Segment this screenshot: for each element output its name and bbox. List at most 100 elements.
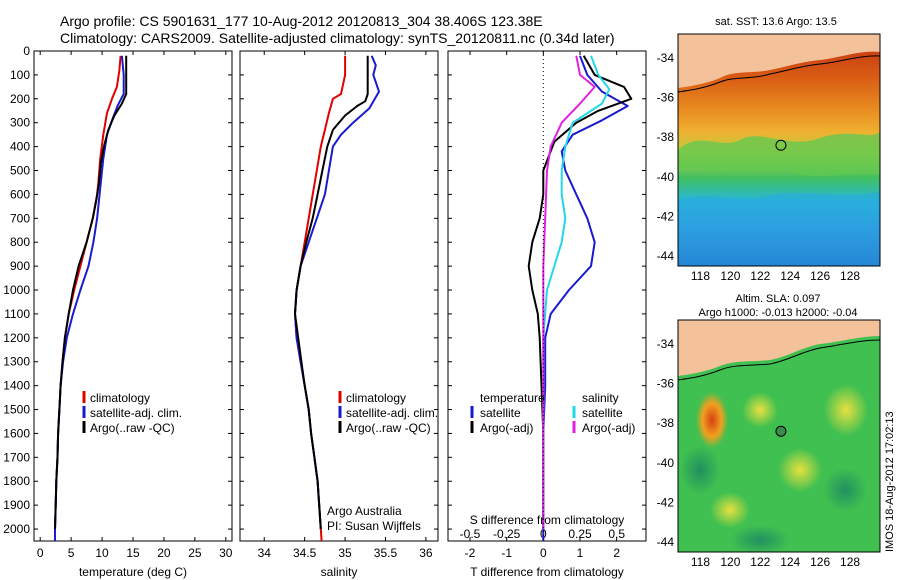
- sla-y-tick-label: -44: [657, 535, 675, 549]
- legend-label: climatology: [346, 391, 406, 405]
- sst-y-tick-label: -36: [657, 90, 675, 104]
- y-tick-label: 1900: [3, 498, 30, 512]
- legend-label: Argo(-adj): [480, 421, 533, 435]
- sla-x-tick-label: 120: [720, 555, 740, 569]
- sst-y-tick-label: -40: [657, 170, 675, 184]
- y-tick-label: 1500: [3, 403, 30, 417]
- sst-map-frame: [677, 33, 881, 267]
- top-tick-label: -0.5: [460, 527, 481, 541]
- legend-label: satellite: [582, 406, 623, 420]
- sst-land: [678, 34, 880, 88]
- sla-x-tick-label: 128: [840, 555, 860, 569]
- sla-low-anomaly: [730, 525, 790, 552]
- sla-y-tick-label: -38: [657, 416, 675, 430]
- legend-label: climatology: [90, 391, 150, 405]
- difference-top-axis-label: S difference from climatology: [470, 513, 625, 527]
- legend-header-temperature: temperature: [480, 391, 545, 405]
- sla-map-title-line-1: Altim. SLA: 0.097: [736, 293, 821, 305]
- salinity-annotation-line-2: PI: Susan Wijffels: [327, 519, 421, 533]
- x-tick-label: 15: [126, 546, 140, 560]
- series-line-difference-salinity-argo-adj-: [542, 55, 596, 529]
- salinity-panel: [239, 50, 439, 542]
- sla-yellow-blob: [778, 448, 822, 492]
- sst-warm-front: [678, 132, 880, 177]
- sla-map: [678, 320, 880, 552]
- y-tick-label: 1700: [3, 450, 30, 464]
- sst-map: [678, 34, 880, 266]
- y-tick-label: 1600: [3, 426, 30, 440]
- sla-map-frame: [677, 319, 881, 553]
- sla-low-anomaly: [680, 445, 720, 495]
- y-tick-label: 300: [10, 116, 30, 130]
- sla-x-tick-label: 122: [750, 555, 770, 569]
- salinity-xlabel: salinity: [321, 565, 358, 579]
- sst-y-tick-label: -38: [657, 130, 675, 144]
- sst-coastline: [678, 55, 880, 93]
- sla-y-tick-label: -42: [657, 495, 675, 509]
- sst-y-tick-label: -44: [657, 249, 675, 263]
- x-tick-label: 2: [613, 546, 620, 560]
- y-tick-label: 500: [10, 164, 30, 178]
- sla-yellow-blob: [742, 392, 778, 428]
- series-layer: [54, 55, 633, 542]
- y-tick-label: 1800: [3, 474, 30, 488]
- sst-y-tick-label: -42: [657, 209, 675, 223]
- difference-legend: temperature salinity satellite Argo(-adj…: [470, 391, 635, 435]
- legend-header-salinity: salinity: [582, 391, 619, 405]
- y-tick-label: 800: [10, 235, 30, 249]
- sst-y-tick-label: -34: [657, 51, 675, 65]
- sst-x-tick-label: 124: [780, 269, 800, 283]
- series-line-temperature-argo-raw-qc-: [54, 55, 128, 530]
- sla-high-anomaly: [696, 392, 728, 448]
- x-tick-label: 1: [577, 546, 584, 560]
- header-line-2: Climatology: CARS2009. Satellite-adjuste…: [60, 30, 615, 46]
- sla-x-tick-label: 118: [691, 555, 710, 569]
- legend-label: Argo(-adj): [582, 421, 635, 435]
- x-tick-label: -1: [501, 546, 512, 560]
- sst-x-tick-label: 128: [840, 269, 860, 283]
- sla-low-anomaly: [823, 468, 867, 512]
- y-tick-label: 200: [10, 92, 30, 106]
- series-line-salinity-argo-raw-qc-: [294, 55, 369, 530]
- temperature-legend: climatology satellite-adj. clim. Argo(..…: [82, 391, 182, 435]
- y-tick-label: 900: [10, 259, 30, 273]
- salinity-annotation-line-1: Argo Australia: [327, 504, 402, 518]
- sla-land: [678, 320, 880, 376]
- sst-float-marker: [775, 139, 787, 151]
- sla-float-marker: [775, 425, 787, 437]
- legend-label: Argo(..raw -QC): [90, 421, 175, 435]
- sla-y-tick-label: -34: [657, 337, 675, 351]
- sst-x-tick-label: 122: [750, 269, 770, 283]
- header-line-1: Argo profile: CS 5901631_177 10-Aug-2012…: [60, 13, 543, 29]
- x-tick-label: 34: [258, 546, 272, 560]
- y-tick-label: 1100: [4, 307, 30, 321]
- sla-x-tick-label: 126: [810, 555, 830, 569]
- y-tick-label: 100: [10, 68, 30, 82]
- sla-coastline: [678, 339, 880, 381]
- y-tick-label: 1400: [3, 379, 30, 393]
- x-tick-label: 34.5: [293, 546, 317, 560]
- x-tick-label: 20: [157, 546, 171, 560]
- sst-cool-patch: [678, 192, 880, 266]
- x-tick-label: 35: [338, 546, 352, 560]
- y-tick-label: 700: [10, 211, 30, 225]
- difference-xlabel: T difference from climatology: [470, 565, 624, 579]
- sla-x-tick-label: 124: [780, 555, 800, 569]
- y-tick-label: 400: [10, 140, 30, 154]
- y-tick-label: 1200: [3, 331, 30, 345]
- x-tick-label: 0: [37, 546, 44, 560]
- top-tick-label: 0.25: [568, 527, 592, 541]
- sla-yellow-blob: [824, 384, 868, 436]
- x-tick-label: 35.5: [374, 546, 398, 560]
- salinity-legend: climatology satellite-adj. clim. Argo(..…: [338, 391, 438, 435]
- x-tick-label: 5: [68, 546, 75, 560]
- x-tick-label: -2: [465, 546, 476, 560]
- sla-yellow-blob: [710, 492, 750, 528]
- y-tick-label: 1300: [3, 355, 30, 369]
- y-tick-label: 2000: [3, 522, 30, 536]
- sla-map-title-line-2: Argo h1000: -0.013 h2000: -0.04: [698, 307, 857, 319]
- legend-label: satellite: [480, 406, 521, 420]
- temperature-panel: [33, 50, 233, 542]
- sst-x-tick-label: 120: [720, 269, 740, 283]
